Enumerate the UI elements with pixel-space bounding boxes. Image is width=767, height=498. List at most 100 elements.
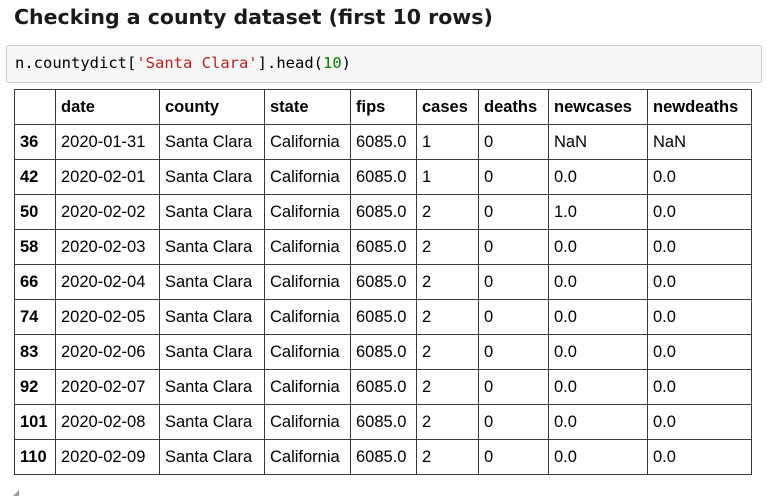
cell-fips: 6085.0 <box>350 334 417 370</box>
cell-county: Santa Clara <box>159 124 265 160</box>
cell-deaths: 0 <box>478 159 549 195</box>
code-token-middle: ].head( <box>257 54 323 72</box>
row-index: 66 <box>14 264 56 300</box>
cell-date: 2020-02-02 <box>55 194 160 230</box>
cell-county: Santa Clara <box>159 264 265 300</box>
cell-date: 2020-02-05 <box>55 299 160 335</box>
code-token-string: 'Santa Clara' <box>136 54 258 72</box>
cell-newcases: 0.0 <box>548 229 648 265</box>
cell-newdeaths: 0.0 <box>647 404 752 440</box>
resize-grip-icon[interactable]: ◢ <box>13 488 20 497</box>
row-index: 50 <box>14 194 56 230</box>
row-index: 36 <box>14 124 56 160</box>
cell-deaths: 0 <box>478 299 549 335</box>
cell-deaths: 0 <box>478 264 549 300</box>
cell-fips: 6085.0 <box>350 299 417 335</box>
column-header-deaths: deaths <box>478 89 549 125</box>
cell-county: Santa Clara <box>159 369 265 405</box>
cell-state: California <box>264 229 351 265</box>
cell-fips: 6085.0 <box>350 369 417 405</box>
column-header-cases: cases <box>416 89 479 125</box>
cell-date: 2020-02-01 <box>55 159 160 195</box>
cell-state: California <box>264 159 351 195</box>
column-header-date: date <box>55 89 160 125</box>
cell-date: 2020-02-09 <box>55 439 160 475</box>
cell-deaths: 0 <box>478 439 549 475</box>
cell-cases: 1 <box>416 124 479 160</box>
cell-cases: 2 <box>416 299 479 335</box>
cell-fips: 6085.0 <box>350 264 417 300</box>
cell-county: Santa Clara <box>159 439 265 475</box>
row-index: 101 <box>14 404 56 440</box>
cell-state: California <box>264 194 351 230</box>
index-header <box>14 89 56 125</box>
cell-county: Santa Clara <box>159 194 265 230</box>
table-body: 36 2020-01-31 Santa Clara California 6085.0 1… <box>14 124 752 475</box>
cell-newcases: 0.0 <box>548 159 648 195</box>
table-row: 92 2020-02-07 Santa Clara California 6085.0 2… <box>14 369 752 405</box>
column-header-state: state <box>264 89 351 125</box>
cell-cases: 2 <box>416 404 479 440</box>
cell-county: Santa Clara <box>159 404 265 440</box>
table-row: 50 2020-02-02 Santa Clara California 6085.0 2… <box>14 194 752 230</box>
cell-date: 2020-02-03 <box>55 229 160 265</box>
cell-deaths: 0 <box>478 369 549 405</box>
cell-fips: 6085.0 <box>350 194 417 230</box>
cell-cases: 1 <box>416 159 479 195</box>
code-cell[interactable]: n.countydict['Santa Clara'].head(10) <box>6 45 762 83</box>
column-header-fips: fips <box>350 89 417 125</box>
cell-fips: 6085.0 <box>350 229 417 265</box>
cell-newcases: 0.0 <box>548 299 648 335</box>
cell-fips: 6085.0 <box>350 404 417 440</box>
cell-newdeaths: 0.0 <box>647 299 752 335</box>
cell-cases: 2 <box>416 194 479 230</box>
cell-state: California <box>264 404 351 440</box>
code-token-suffix: ) <box>341 54 351 72</box>
cell-date: 2020-01-31 <box>55 124 160 160</box>
table-row: 66 2020-02-04 Santa Clara California 6085.0 2… <box>14 264 752 300</box>
column-header-newdeaths: newdeaths <box>647 89 752 125</box>
cell-deaths: 0 <box>478 124 549 160</box>
cell-date: 2020-02-08 <box>55 404 160 440</box>
cell-newcases: 0.0 <box>548 369 648 405</box>
row-index: 58 <box>14 229 56 265</box>
row-index: 42 <box>14 159 56 195</box>
cell-newdeaths: 0.0 <box>647 194 752 230</box>
cell-newcases: 0.0 <box>548 439 648 475</box>
cell-cases: 2 <box>416 334 479 370</box>
table-row: 74 2020-02-05 Santa Clara California 6085.0 2… <box>14 299 752 335</box>
cell-newdeaths: 0.0 <box>647 334 752 370</box>
cell-newdeaths: 0.0 <box>647 159 752 195</box>
row-index: 74 <box>14 299 56 335</box>
cell-county: Santa Clara <box>159 159 265 195</box>
cell-date: 2020-02-06 <box>55 334 160 370</box>
cell-newcases: 0.0 <box>548 334 648 370</box>
cell-newdeaths: 0.0 <box>647 264 752 300</box>
cell-newdeaths: 0.0 <box>647 369 752 405</box>
table-row: 36 2020-01-31 Santa Clara California 6085.0 1… <box>14 124 752 160</box>
code-token-number: 10 <box>322 54 342 72</box>
cell-cases: 2 <box>416 369 479 405</box>
cell-state: California <box>264 124 351 160</box>
table-header: date county state fips cases deaths newc… <box>14 89 752 125</box>
table-row: 42 2020-02-01 Santa Clara California 6085.0 1… <box>14 159 752 195</box>
dataframe-table: date county state fips cases deaths newc… <box>14 89 752 475</box>
cell-date: 2020-02-07 <box>55 369 160 405</box>
cell-newcases: 0.0 <box>548 264 648 300</box>
table-row: 83 2020-02-06 Santa Clara California 6085.0 2… <box>14 334 752 370</box>
cell-deaths: 0 <box>478 334 549 370</box>
code-line[interactable]: n.countydict['Santa Clara'].head(10) <box>15 54 351 72</box>
cell-fips: 6085.0 <box>350 439 417 475</box>
cell-deaths: 0 <box>478 229 549 265</box>
cell-newcases: 0.0 <box>548 404 648 440</box>
column-header-newcases: newcases <box>548 89 648 125</box>
cell-state: California <box>264 369 351 405</box>
markdown-heading: Checking a county dataset (first 10 rows… <box>14 5 493 29</box>
cell-deaths: 0 <box>478 194 549 230</box>
cell-cases: 2 <box>416 264 479 300</box>
header-row: date county state fips cases deaths newc… <box>14 89 752 125</box>
table-row: 58 2020-02-03 Santa Clara California 6085.0 2… <box>14 229 752 265</box>
cell-fips: 6085.0 <box>350 159 417 195</box>
cell-county: Santa Clara <box>159 299 265 335</box>
code-token-prefix: n.countydict[ <box>15 54 137 72</box>
